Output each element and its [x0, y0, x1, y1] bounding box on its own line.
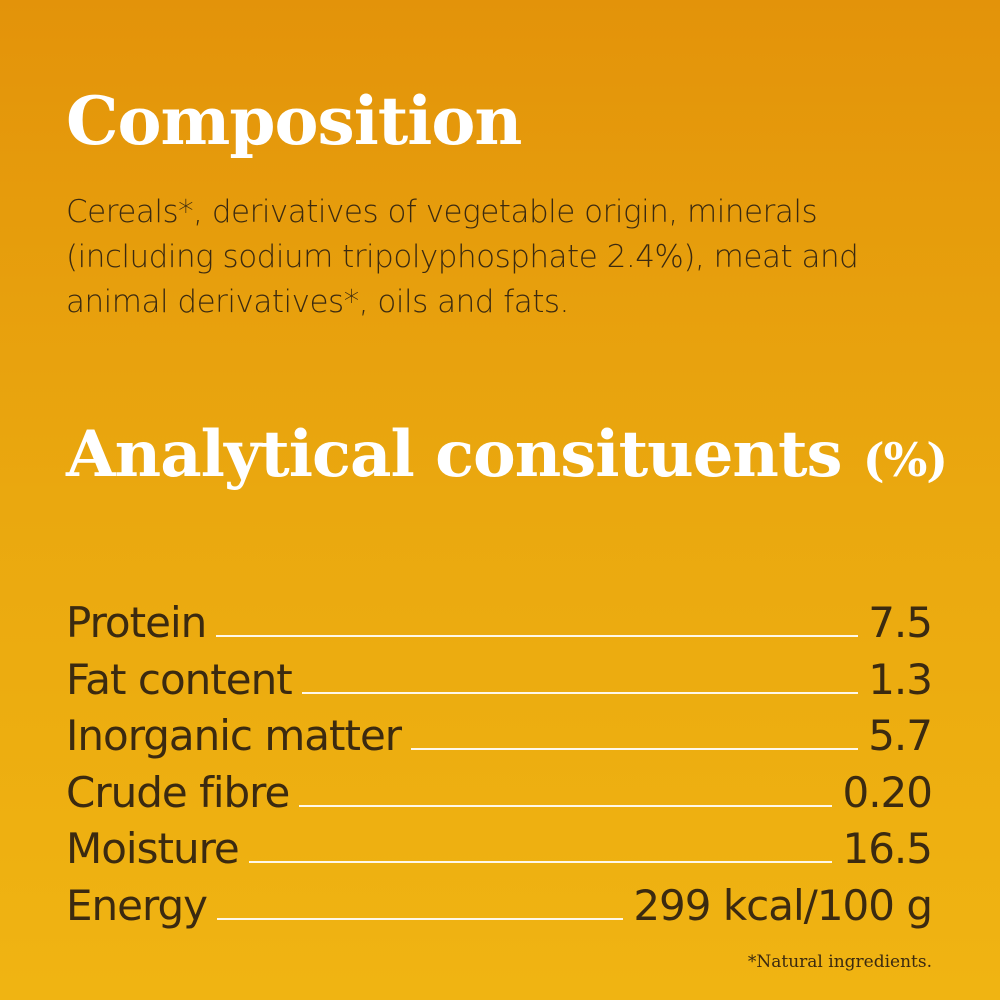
composition-text: Cereals*, derivatives of vegetable origi…	[66, 194, 859, 320]
footnote: *Natural ingredients.	[747, 952, 932, 972]
leader-line	[301, 691, 859, 694]
row-value: 0.20	[842, 767, 933, 817]
analytical-title: Analytical consituents (%)	[66, 410, 948, 505]
table-row: Crude fibre 0.20	[66, 767, 933, 825]
table-row: Fat content 1.3	[66, 654, 933, 712]
table-row: Inorganic matter 5.7	[66, 711, 933, 768]
row-value: 7.5	[868, 598, 933, 647]
row-label: Energy	[66, 880, 208, 930]
analytical-unit: (%)	[862, 433, 948, 487]
leader-line	[216, 635, 859, 637]
table-row: Energy 299 kcal/100 g	[66, 880, 933, 938]
row-label: Fat content	[66, 654, 293, 704]
leader-line	[248, 861, 833, 863]
analytical-title-text: Analytical consituents	[66, 417, 843, 492]
row-value: 16.5	[842, 824, 933, 873]
row-label: Protein	[66, 598, 207, 647]
leader-line	[217, 917, 624, 920]
row-value: 5.7	[868, 711, 933, 760]
leader-line	[411, 748, 859, 750]
row-label: Moisture	[66, 824, 240, 873]
table-row: Protein 7.5	[66, 598, 933, 655]
row-value: 299 kcal/100 g	[633, 880, 933, 930]
composition-title: Composition	[66, 82, 522, 160]
leader-line	[299, 804, 833, 807]
row-label: Inorganic matter	[66, 711, 402, 760]
row-label: Crude fibre	[66, 767, 290, 817]
table-row: Moisture 16.5	[66, 824, 933, 881]
row-value: 1.3	[868, 654, 933, 704]
analytical-table: Protein 7.5 Fat content 1.3 Inorganic matter…	[66, 598, 933, 938]
